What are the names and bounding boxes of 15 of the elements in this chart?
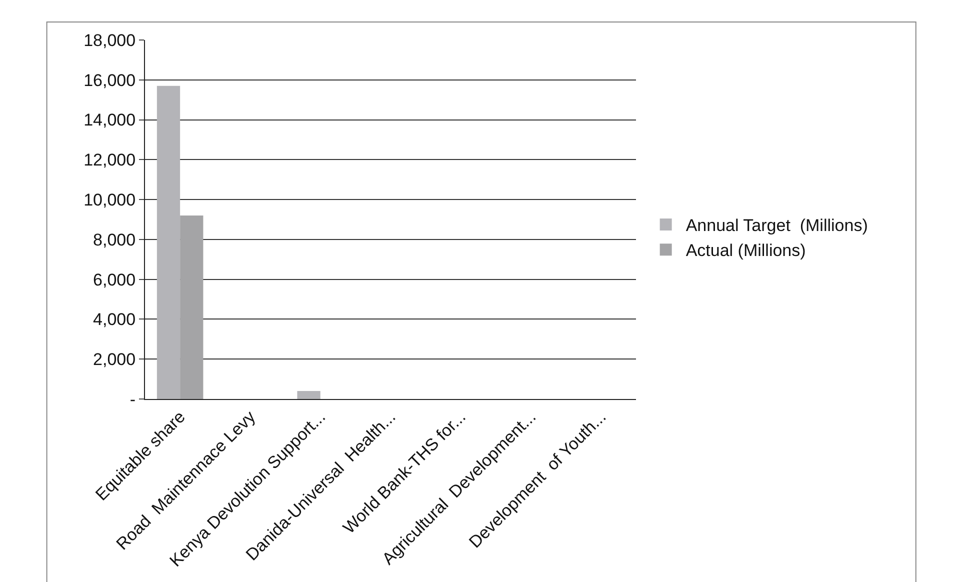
y-tick-label: 18,000 (84, 30, 136, 50)
y-tick-label: 16,000 (84, 70, 136, 90)
bar (180, 216, 204, 399)
y-tick-label: - (130, 390, 136, 409)
legend-label: Actual (Millions) (686, 241, 806, 260)
bar (156, 86, 180, 399)
y-tick-label: 10,000 (84, 190, 136, 210)
y-tick-label: 4,000 (93, 310, 136, 330)
legend-label: Annual Target (Millions) (686, 216, 868, 236)
bar (297, 391, 320, 399)
y-tick-label: 6,000 (93, 270, 136, 290)
y-tick-label: 12,000 (84, 150, 136, 170)
y-tick-label: 8,000 (93, 230, 136, 250)
y-tick-label: 2,000 (93, 350, 136, 370)
y-tick-label: 14,000 (84, 110, 136, 130)
